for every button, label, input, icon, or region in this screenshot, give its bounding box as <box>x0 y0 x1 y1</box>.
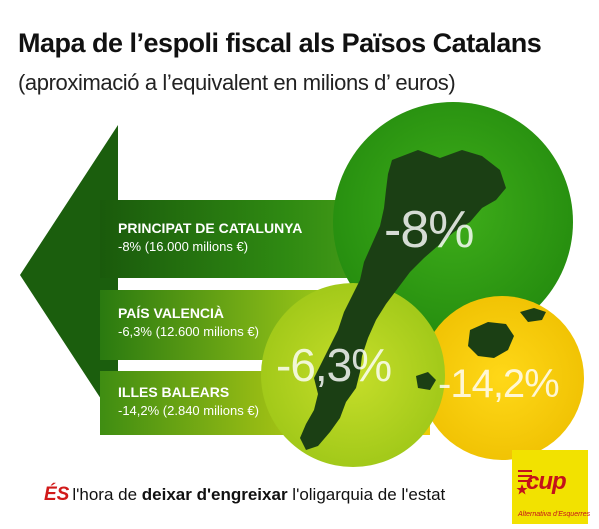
slogan: ÉS l'hora de deixar d'engreixar l'oligarq… <box>44 484 445 506</box>
slogan-bold: deixar d'engreixar <box>141 485 288 504</box>
slogan-part1: l'hora de <box>72 485 138 504</box>
logo-text: cup <box>526 468 567 495</box>
percent-balears: -14,2% <box>438 362 560 406</box>
map-catalunya-valencia <box>300 150 506 450</box>
map-mallorca <box>468 322 514 358</box>
region-name-balears: ILLES BALEARS <box>118 384 230 400</box>
logo-tagline: Alternativa d'Esquerres <box>518 511 591 518</box>
region-detail-valencia: -6,3% (12.600 milions €) <box>118 324 259 339</box>
region-name-valencia: PAÍS VALENCIÀ <box>118 305 225 321</box>
percent-catalunya: -8% <box>384 201 474 259</box>
page-title: Mapa de l’espoli fiscal als Països Catal… <box>18 28 542 58</box>
region-detail-balears: -14,2% (2.840 milions €) <box>118 403 259 418</box>
label-catalunya: PRINCIPAT DE CATALUNYA -8% (16.000 milio… <box>118 220 302 254</box>
arrow-head <box>20 125 118 425</box>
slogan-es: ÉS <box>44 484 70 505</box>
region-detail-catalunya: -8% (16.000 milions €) <box>118 239 249 254</box>
label-balears: ILLES BALEARS -14,2% (2.840 milions €) <box>118 384 259 418</box>
star-flag-icon <box>516 470 532 495</box>
map-eivissa <box>416 372 436 390</box>
slogan-part2: l'oligarquia de l'estat <box>292 485 446 504</box>
map-menorca <box>520 308 546 322</box>
cup-logo: cup Alternativa d'Esquerres <box>512 450 591 524</box>
page-subtitle: (aproximació a l’equivalent en milions d… <box>18 70 456 95</box>
circle-balears <box>420 296 584 460</box>
percent-valencia: -6,3% <box>276 339 392 391</box>
region-name-catalunya: PRINCIPAT DE CATALUNYA <box>118 220 303 236</box>
label-valencia: PAÍS VALENCIÀ -6,3% (12.600 milions €) <box>118 305 259 339</box>
